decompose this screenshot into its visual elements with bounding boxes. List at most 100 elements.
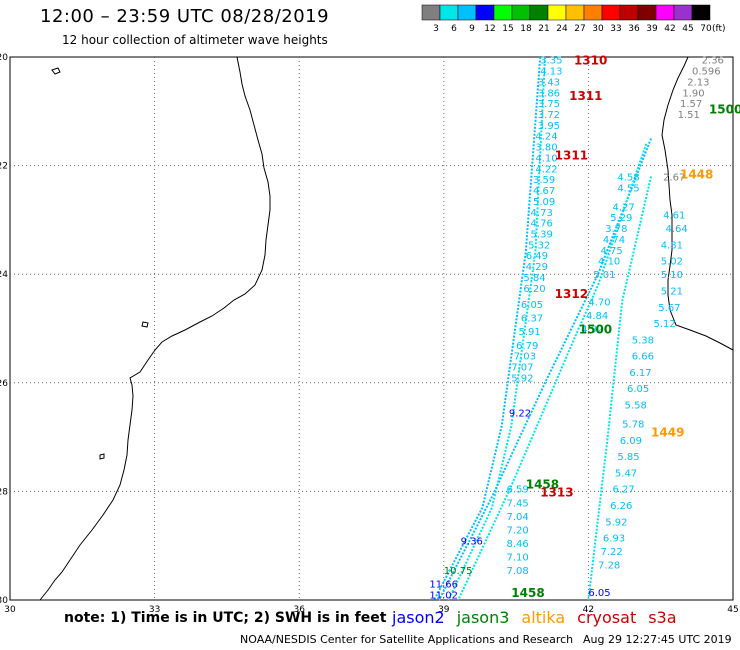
track-time-label: 1313 — [540, 485, 573, 499]
colorbar-tick-label: 36 — [628, 24, 640, 34]
wave-height-label: 3.35 — [540, 56, 562, 67]
wave-height-label: 4.55 — [617, 183, 639, 194]
lat-tick-label: -22 — [0, 162, 8, 172]
lat-tick-label: -30 — [0, 596, 8, 606]
track-time-label: 1311 — [569, 89, 602, 103]
latitude-tick-labels: -20 -22 -24 -26 -28 -30 — [0, 53, 8, 606]
wave-height-label: 4.13 — [540, 67, 562, 78]
wave-height-label: 3.86 — [538, 88, 560, 99]
page-subtitle: 12 hour collection of altimeter wave hei… — [62, 33, 328, 47]
colorbar-tick-label: 3 — [433, 24, 439, 34]
wave-height-label: 5.38 — [632, 335, 654, 346]
wave-height-label: 3.59 — [533, 175, 555, 186]
wave-height-label: 6.59 — [506, 485, 528, 496]
colorbar-tick-label: 27 — [574, 24, 585, 34]
wave-height-label: 4.24 — [535, 132, 557, 143]
island-1 — [51, 67, 61, 75]
track-time-label: 1310 — [574, 54, 607, 68]
wave-height-label: 6.05 — [521, 300, 543, 311]
wave-height-label: 3.78 — [605, 224, 627, 235]
footer-date: Aug 29 12:27:45 UTC 2019 — [583, 633, 732, 646]
colorbar-ticks: 3 6 9 12 15 18 21 24 27 30 33 36 39 42 45 70 — [433, 24, 712, 34]
wave-height-label: 3.80 — [535, 143, 557, 154]
coastline — [39, 56, 734, 601]
lat-tick-label: -24 — [0, 270, 8, 280]
colorbar-swatch — [691, 4, 711, 21]
wave-height-label: 4.81 — [661, 240, 683, 251]
colorbar-tick-label: 15 — [502, 24, 513, 34]
wave-height-label: 4.74 — [603, 235, 625, 246]
map-frame — [9, 56, 734, 601]
wave-height-label: 4.58 — [617, 172, 639, 183]
wave-height-label: 4.61 — [663, 210, 685, 221]
satellite-legend-jason3: jason3 — [456, 608, 510, 627]
wave-height-label: 11.66 — [429, 580, 458, 591]
wave-height-label: 5.67 — [658, 303, 680, 314]
page-title: 12:00 – 23:59 UTC 08/28/2019 — [40, 6, 330, 27]
wave-height-label: 1.51 — [678, 110, 700, 121]
wave-height-label: 2.67 — [663, 172, 685, 183]
wave-height-label: 1.90 — [682, 88, 704, 99]
colorbar-tick-label: 21 — [538, 24, 549, 34]
footer-note: note: 1) Time is in UTC; 2) SWH is in fe… — [64, 610, 387, 626]
satellite-track — [447, 56, 547, 601]
wave-height-label: 7.07 — [511, 363, 533, 374]
track-time-labels: 1310 1311 1311 1312 1313 1500 1500 1458 1458 1448… — [511, 54, 740, 600]
track-time-label: 1500 — [579, 323, 612, 337]
satellite-legend-s3a: s3a — [648, 608, 677, 627]
colorbar-swatches — [421, 4, 711, 21]
wave-height-label: 5.85 — [617, 452, 639, 463]
satellite-legend-jason2: jason2 — [392, 608, 445, 627]
wave-height-label: 5.39 — [531, 229, 553, 240]
wave-height-label: 4.64 — [666, 224, 688, 235]
wave-height-label: 6.09 — [620, 436, 642, 447]
wave-height-label: 6.93 — [603, 534, 625, 545]
wave-height-label: 5.58 — [625, 401, 647, 412]
wave-height-label: 5.12 — [653, 319, 675, 330]
wave-height-label: 11.02 — [429, 591, 458, 602]
wave-height-label: 5.92 — [605, 517, 627, 528]
lon-tick-label: 42 — [583, 605, 594, 615]
lat-tick-label: -28 — [0, 487, 8, 497]
coast-madagascar — [661, 56, 734, 351]
lon-tick-label: 30 — [4, 605, 16, 615]
wave-height-label: 5.01 — [593, 270, 615, 281]
longitude-tick-labels: 30 33 36 39 42 45 — [4, 605, 738, 615]
wave-height-label: 3.95 — [538, 121, 560, 132]
wave-height-label: 9.22 — [509, 409, 531, 420]
wave-height-label: 3.43 — [538, 77, 560, 88]
satellite-legend: jason2 jason3 altika cryosat s3a — [392, 608, 689, 627]
track-time-label: 1500 — [709, 103, 740, 117]
wave-height-label: 6.49 — [526, 251, 548, 262]
wave-height-label: 2.13 — [687, 77, 709, 88]
colorbar-tick-label: 9 — [469, 24, 475, 34]
colorbar-tick-label: 39 — [646, 24, 658, 34]
wave-height-label: 8.46 — [506, 539, 528, 550]
wave-height-label: 5.91 — [519, 327, 541, 338]
wave-height-label: 4.92 — [581, 325, 603, 336]
wave-height-label: 5.21 — [661, 286, 683, 297]
wave-height-label: 0.596 — [692, 67, 721, 78]
colorbar-tick-label: 70 — [700, 24, 712, 34]
colorbar-tick-label: 30 — [592, 24, 604, 34]
satellite-track — [438, 138, 652, 601]
wave-height-label: 6.26 — [610, 501, 632, 512]
wave-height-values: 3.354.133.433.863.753.723.954.243.804.10… — [429, 56, 724, 602]
wave-height-label: 6.05 — [627, 384, 649, 395]
wave-height-label: 5.47 — [615, 468, 637, 479]
satellite-tracks — [433, 56, 653, 601]
wave-height-label: 7.10 — [506, 553, 528, 564]
colorbar-tick-label: 45 — [682, 24, 693, 34]
wave-height-label: 5.02 — [661, 257, 683, 268]
wave-height-label: 7.28 — [598, 561, 620, 572]
wave-height-label: 7.03 — [514, 352, 536, 363]
wave-height-label: 5.92 — [511, 373, 533, 384]
colorbar-tick-label: 24 — [556, 24, 568, 34]
wave-height-label: 5.29 — [610, 213, 632, 224]
wave-height-label: 1.57 — [680, 99, 702, 110]
colorbar-unit: (ft) — [712, 24, 726, 34]
wave-height-label: 6.79 — [516, 341, 538, 352]
wave-height-label: 6.66 — [632, 352, 654, 363]
wave-height-label: 4.22 — [535, 164, 557, 175]
